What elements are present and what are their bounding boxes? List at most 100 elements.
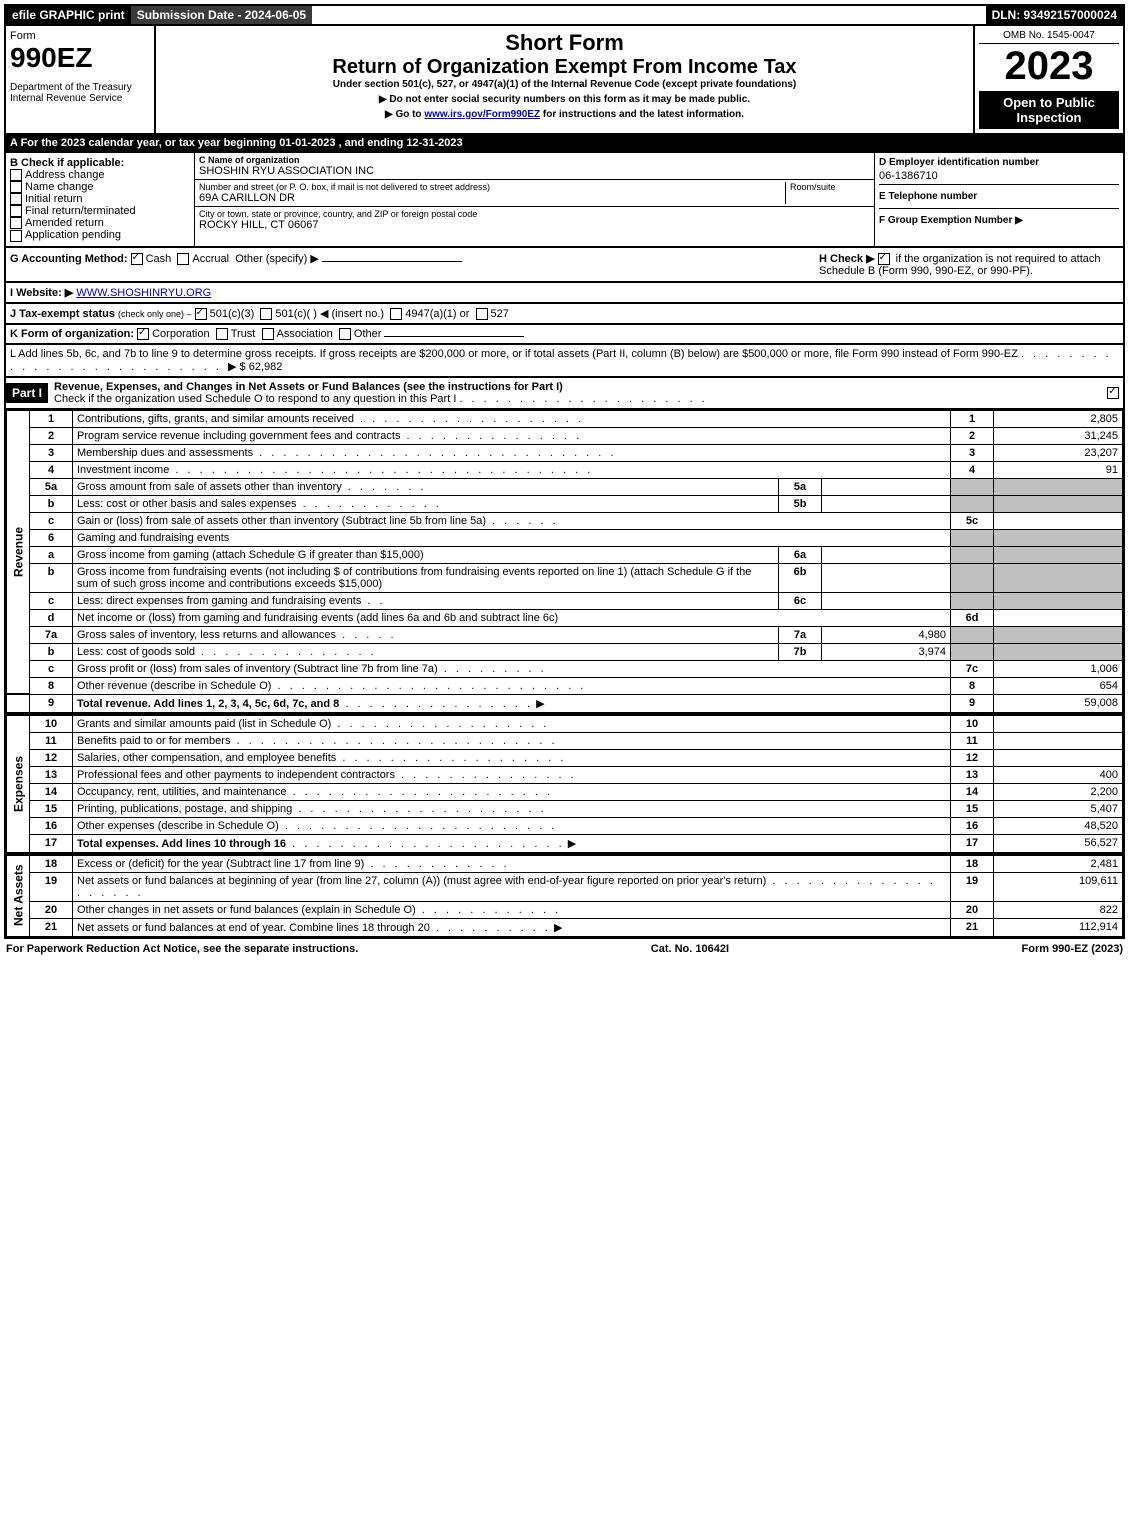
checkbox-4947-icon[interactable] (390, 308, 402, 320)
row-l: L Add lines 5b, 6c, and 7b to line 9 to … (4, 345, 1125, 378)
line-num: 15 (30, 800, 73, 817)
tax-year: 2023 (979, 44, 1119, 89)
line-ref: 9 (951, 694, 994, 712)
checkbox-trust-icon[interactable] (216, 328, 228, 340)
line-num: 18 (30, 855, 73, 872)
footer-mid: Cat. No. 10642I (651, 943, 729, 955)
e-label: E Telephone number (879, 185, 1119, 209)
line-amt: 59,008 (994, 694, 1123, 712)
line-desc: Salaries, other compensation, and employ… (73, 749, 951, 766)
checkbox-icon[interactable] (10, 169, 22, 181)
footer-left: For Paperwork Reduction Act Notice, see … (6, 943, 358, 955)
mid-amt: 3,974 (822, 643, 951, 660)
k-assoc: Association (277, 328, 333, 340)
line-amt (994, 749, 1123, 766)
irs-link[interactable]: www.irs.gov/Form990EZ (424, 109, 540, 120)
line-num: 20 (30, 901, 73, 918)
topbar-spacer (312, 6, 985, 24)
checkbox-501c-icon[interactable] (260, 308, 272, 320)
b-opt-5: Application pending (25, 229, 121, 241)
part1-title-text: Revenue, Expenses, and Changes in Net As… (54, 381, 563, 393)
b-opt-address[interactable]: Address change (10, 169, 190, 181)
line-desc: Gross sales of inventory, less returns a… (73, 626, 779, 643)
line-amt: 822 (994, 901, 1123, 918)
footer-right: Form 990-EZ (2023) (1022, 943, 1124, 955)
top-bar: efile GRAPHIC print Submission Date - 20… (4, 4, 1125, 26)
checkbox-corp-icon[interactable] (137, 328, 149, 340)
i-label: I Website: ▶ (10, 287, 73, 299)
line-num: 2 (30, 427, 73, 444)
line-desc: Gross profit or (loss) from sales of inv… (73, 660, 951, 677)
k-other-input[interactable] (384, 336, 524, 337)
line-desc: Less: direct expenses from gaming and fu… (73, 592, 779, 609)
checkbox-h-icon[interactable] (878, 253, 890, 265)
grey-cell (994, 592, 1123, 609)
g-label: G Accounting Method: (10, 253, 128, 265)
b-title: B Check if applicable: (10, 157, 190, 169)
line-amt: 400 (994, 766, 1123, 783)
checkbox-527-icon[interactable] (476, 308, 488, 320)
line-num: 7a (30, 626, 73, 643)
header-left: Form 990EZ Department of the Treasury In… (6, 26, 156, 133)
net-assets-table: Net Assets 18 Excess or (deficit) for th… (6, 855, 1123, 937)
efile-label[interactable]: efile GRAPHIC print (6, 6, 131, 24)
line-desc: Printing, publications, postage, and shi… (73, 800, 951, 817)
b-opt-final[interactable]: Final return/terminated (10, 205, 190, 217)
line-ref: 20 (951, 901, 994, 918)
part1-header-row: Part I Revenue, Expenses, and Changes in… (4, 378, 1125, 410)
checkbox-cash-icon[interactable] (131, 253, 143, 265)
checkbox-icon[interactable] (10, 217, 22, 229)
grey-cell (951, 643, 994, 660)
g-other-input[interactable] (322, 261, 462, 262)
checkbox-accrual-icon[interactable] (177, 253, 189, 265)
b-opt-pending[interactable]: Application pending (10, 229, 190, 241)
b-opt-amended[interactable]: Amended return (10, 217, 190, 229)
line-desc: Gain or (loss) from sale of assets other… (73, 512, 951, 529)
grey-cell (951, 478, 994, 495)
g-cash: Cash (146, 253, 172, 265)
website-link[interactable]: WWW.SHOSHINRYU.ORG (76, 287, 211, 299)
b-opt-name[interactable]: Name change (10, 181, 190, 193)
line-num: b (30, 495, 73, 512)
line-desc: Professional fees and other payments to … (73, 766, 951, 783)
b-opt-0: Address change (25, 169, 105, 181)
line-ref: 14 (951, 783, 994, 800)
line-ref: 2 (951, 427, 994, 444)
mid-amt (822, 495, 951, 512)
mid-ref: 5a (779, 478, 822, 495)
checkbox-501c3-icon[interactable] (195, 308, 207, 320)
part1-schedule-o-check[interactable] (1105, 387, 1123, 399)
line-num: b (30, 563, 73, 592)
checkbox-assoc-icon[interactable] (262, 328, 274, 340)
form-number: 990EZ (10, 42, 150, 74)
checkbox-icon[interactable] (10, 205, 22, 217)
line-amt: 2,200 (994, 783, 1123, 800)
checkbox-icon[interactable] (1107, 387, 1119, 399)
checkbox-other-icon[interactable] (339, 328, 351, 340)
line-num: 1 (30, 410, 73, 427)
department: Department of the Treasury Internal Reve… (10, 82, 150, 104)
line-ref: 6d (951, 609, 994, 626)
line-desc: Gross amount from sale of assets other t… (73, 478, 779, 495)
grey-cell (951, 592, 994, 609)
line-desc: Gross income from fundraising events (no… (73, 563, 779, 592)
line-desc: Gaming and fundraising events (73, 529, 951, 546)
j-note: (check only one) – (118, 309, 192, 319)
checkbox-icon[interactable] (10, 181, 22, 193)
checkbox-icon[interactable] (10, 230, 22, 242)
line-ref: 21 (951, 918, 994, 936)
b-opt-initial[interactable]: Initial return (10, 193, 190, 205)
city-val: ROCKY HILL, CT 06067 (199, 219, 870, 231)
d-label: D Employer identification number (879, 157, 1119, 168)
mid-ref: 7a (779, 626, 822, 643)
line-amt: 56,527 (994, 834, 1123, 852)
revenue-side-label: Revenue (7, 410, 30, 694)
line-ref: 4 (951, 461, 994, 478)
line-ref: 13 (951, 766, 994, 783)
header-right: OMB No. 1545-0047 2023 Open to Public In… (975, 26, 1123, 133)
grey-cell (951, 563, 994, 592)
c-label: C Name of organization (199, 155, 870, 165)
checkbox-icon[interactable] (10, 193, 22, 205)
g-block: G Accounting Method: Cash Accrual Other … (10, 252, 819, 277)
line-desc: Other expenses (describe in Schedule O) … (73, 817, 951, 834)
